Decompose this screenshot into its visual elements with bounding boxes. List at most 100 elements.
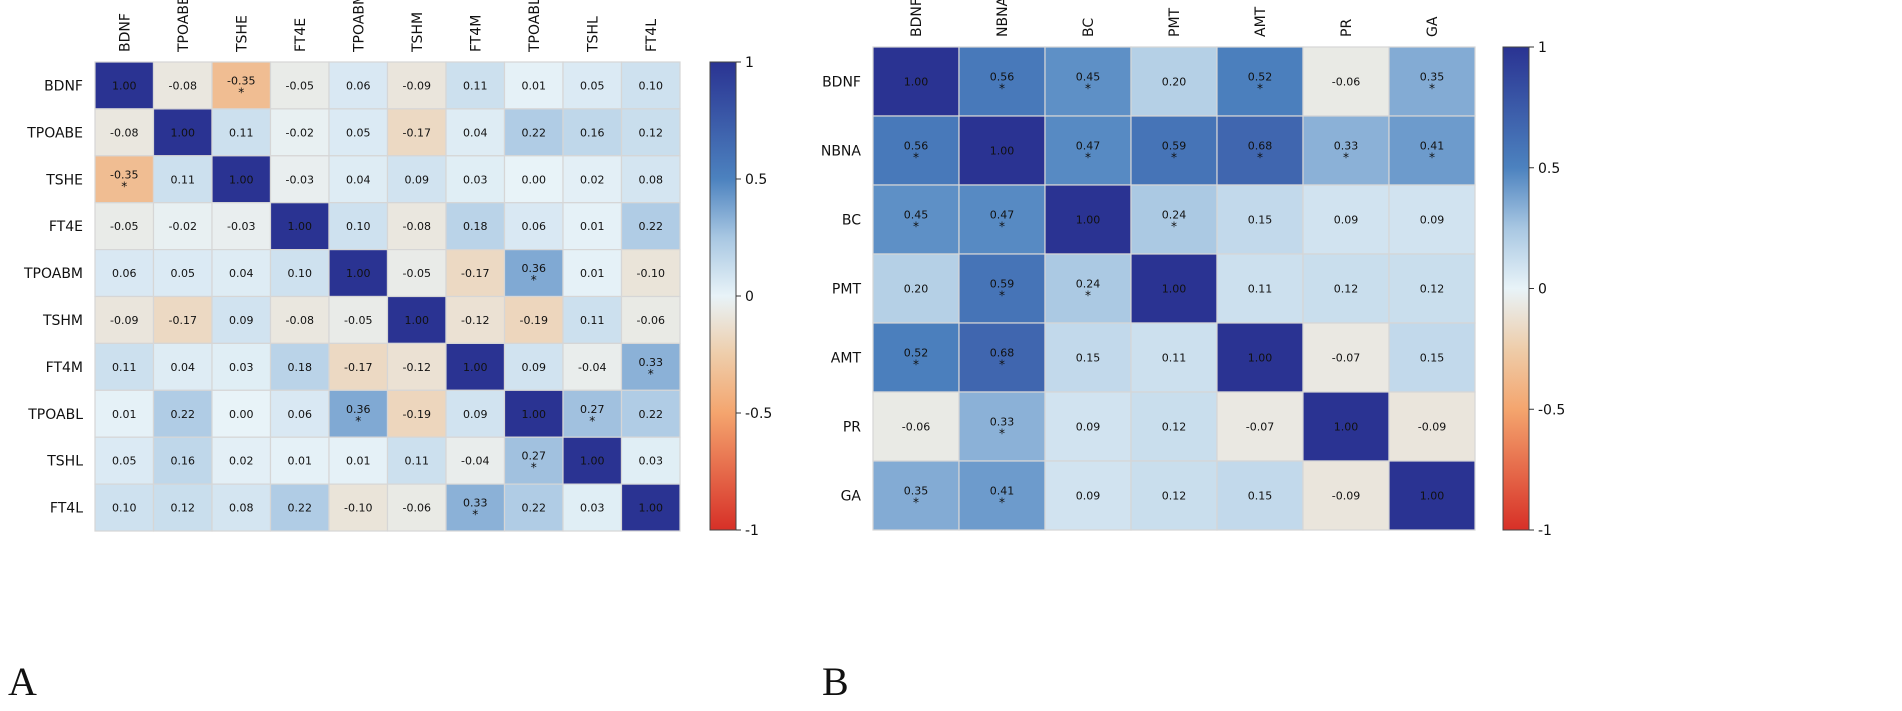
heatmap-cell xyxy=(620,249,681,298)
cell-value-label: 0.20 xyxy=(904,283,929,296)
cell-value-label: -0.17 xyxy=(403,126,431,139)
cell-value-label: 1.00 xyxy=(1076,214,1101,227)
cell-value-label: 0.01 xyxy=(580,267,605,280)
cell-value-label: 0.12 xyxy=(639,126,664,139)
cell-value-label: 0.45 xyxy=(904,209,929,222)
heatmap-cell xyxy=(328,61,389,110)
significance-marker: * xyxy=(355,414,361,428)
heatmap-cell xyxy=(211,389,272,438)
heatmap-cell xyxy=(445,61,506,110)
heatmap-cell xyxy=(562,389,623,438)
heatmap-cell xyxy=(445,249,506,298)
cell-value-label: 0.22 xyxy=(639,220,664,233)
cell-value-label: -0.06 xyxy=(637,314,665,327)
cell-value-label: -0.09 xyxy=(110,314,138,327)
heatmap-cell xyxy=(328,108,389,157)
cell-value-label: 0.05 xyxy=(580,79,605,92)
heatmap-cell xyxy=(1216,115,1304,186)
heatmap-cell xyxy=(94,483,155,532)
panel-label: B xyxy=(822,659,849,704)
heatmap-cell xyxy=(445,483,506,532)
heatmap-cell xyxy=(958,46,1046,117)
cell-value-label: 0.09 xyxy=(229,314,254,327)
row-label: TPOABL xyxy=(27,407,83,423)
cell-value-label: 0.24 xyxy=(1076,278,1101,291)
cell-value-label: 0.06 xyxy=(346,79,371,92)
cell-value-label: 0.33 xyxy=(1334,140,1359,153)
heatmap-cell xyxy=(445,295,506,345)
significance-marker: * xyxy=(1343,151,1349,165)
significance-marker: * xyxy=(999,496,1005,510)
cell-value-label: -0.05 xyxy=(344,314,372,327)
column-label: BC xyxy=(1081,18,1097,37)
row-label: TPOABM xyxy=(23,266,83,282)
cell-value-label: 0.09 xyxy=(463,408,488,421)
significance-marker: * xyxy=(1171,151,1177,165)
heatmap-cell xyxy=(562,202,623,251)
cell-value-label: 1.00 xyxy=(639,502,664,515)
cell-value-label: 0.09 xyxy=(1420,214,1445,227)
cell-value-label: 0.11 xyxy=(171,173,196,186)
heatmap-cell xyxy=(620,61,681,110)
cell-value-label: 1.00 xyxy=(990,145,1015,158)
column-label: BDNF xyxy=(117,13,133,52)
heatmap-cell xyxy=(386,155,447,204)
column-label: GA xyxy=(1425,16,1441,37)
cell-value-label: 0.68 xyxy=(1248,140,1273,153)
cell-value-label: 0.01 xyxy=(346,455,371,468)
cell-value-label: 0.16 xyxy=(171,455,196,468)
cell-value-label: -0.09 xyxy=(403,79,431,92)
heatmap-cell xyxy=(445,202,506,251)
heatmap-cell xyxy=(386,436,447,485)
heatmap-cell xyxy=(503,436,564,485)
heatmap-cell xyxy=(269,389,330,438)
cell-value-label: 0.10 xyxy=(288,267,313,280)
heatmap-cell xyxy=(328,295,389,345)
cell-value-label: 0.12 xyxy=(1334,283,1359,296)
heatmap-cell xyxy=(503,202,564,251)
cell-value-label: -0.12 xyxy=(461,314,489,327)
significance-marker: * xyxy=(913,220,919,234)
cell-value-label: -0.08 xyxy=(169,79,197,92)
heatmap-panel-b: 1.00 0.56*0.45* 0.20 0.52* -0.06 0.35*0.56* 1.… xyxy=(821,0,1565,704)
column-label: TPOABL xyxy=(527,0,543,53)
colorbar-tick-label: -1 xyxy=(745,523,759,539)
row-label: BC xyxy=(842,213,861,229)
cell-value-label: -0.04 xyxy=(578,361,606,374)
heatmap-cell xyxy=(503,295,564,345)
heatmap-cell xyxy=(958,322,1046,393)
column-label: NBNA xyxy=(995,0,1011,37)
row-label: FT4L xyxy=(50,501,83,517)
cell-value-label: -0.02 xyxy=(169,220,197,233)
cell-value-label: 0.15 xyxy=(1420,352,1445,365)
cell-value-label: 0.59 xyxy=(990,278,1015,291)
cell-value-label: 0.52 xyxy=(1248,71,1273,84)
heatmap-cell xyxy=(94,108,155,157)
heatmap-cell xyxy=(1044,184,1132,255)
significance-marker: * xyxy=(238,85,244,99)
cell-value-label: 0.04 xyxy=(346,173,371,186)
significance-marker: * xyxy=(531,273,537,287)
cell-value-label: 0.18 xyxy=(463,220,488,233)
cell-value-label: -0.05 xyxy=(286,79,314,92)
cell-value-label: -0.07 xyxy=(1246,421,1274,434)
cell-value-label: 0.05 xyxy=(171,267,196,280)
cell-value-label: 0.12 xyxy=(1162,490,1187,503)
cell-value-label: 0.41 xyxy=(990,485,1015,498)
cell-value-label: 0.10 xyxy=(112,502,137,515)
cell-value-label: 0.12 xyxy=(1162,421,1187,434)
cell-value-label: 1.00 xyxy=(463,361,488,374)
heatmap-cell xyxy=(269,108,330,157)
cell-value-label: 0.05 xyxy=(112,455,137,468)
significance-marker: * xyxy=(913,358,919,372)
cell-value-label: 0.04 xyxy=(463,126,488,139)
heatmap-cell xyxy=(386,342,447,391)
cell-value-label: -0.03 xyxy=(286,173,314,186)
heatmap-cell xyxy=(1388,460,1476,531)
colorbar-tick-label: 0 xyxy=(1538,282,1547,298)
heatmap-cell xyxy=(386,249,447,298)
cell-value-label: 0.11 xyxy=(229,126,254,139)
cell-value-label: 1.00 xyxy=(1162,283,1187,296)
row-label: TPOABE xyxy=(26,125,83,141)
